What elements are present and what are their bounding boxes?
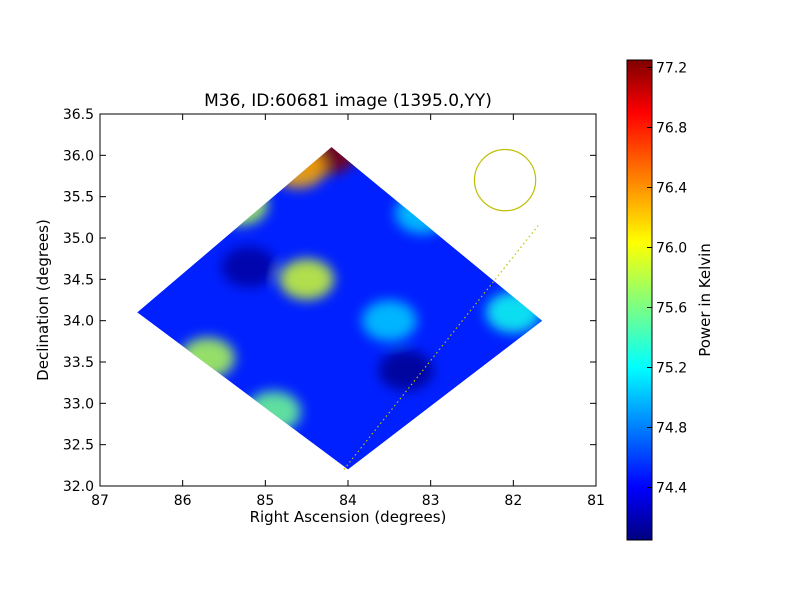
x-tick-label: 84 bbox=[339, 493, 357, 509]
field-base bbox=[137, 147, 543, 470]
y-tick-label: 32.0 bbox=[63, 479, 94, 495]
colorbar-tick-label: 76.4 bbox=[656, 181, 687, 197]
colorbar-tick-label: 74.4 bbox=[656, 481, 687, 497]
field-feature bbox=[362, 300, 417, 342]
y-tick-label: 33.5 bbox=[63, 355, 94, 371]
plot-area: 87 86 85 84 83 82 81 32.032.533.033.534.034.53… bbox=[63, 107, 605, 509]
y-tick-label: 36.5 bbox=[63, 107, 94, 123]
colorbar-gradient bbox=[626, 59, 653, 541]
colorbar-tick-label: 76.8 bbox=[656, 121, 687, 137]
x-tick-label: 83 bbox=[422, 493, 440, 509]
y-tick-label: 35.0 bbox=[63, 231, 94, 247]
colorbar-tick-label: 75.6 bbox=[656, 301, 687, 317]
field-feature bbox=[279, 258, 335, 300]
colorbar-tick-label: 77.2 bbox=[656, 61, 687, 77]
y-axis-label: Declination (degrees) bbox=[34, 219, 52, 381]
x-tick-label: 82 bbox=[504, 493, 522, 509]
x-tick-label: 87 bbox=[91, 493, 109, 509]
y-tick-label: 33.0 bbox=[63, 396, 94, 412]
x-axis: 87 86 85 84 83 82 81 bbox=[91, 114, 605, 509]
colorbar-tick-label: 74.8 bbox=[656, 421, 687, 437]
colorbar-tick-label: 76.0 bbox=[656, 241, 687, 257]
colorbar: 74.4 74.8 75.2 75.6 76.0 76.4 76.8 77.2 Power i… bbox=[626, 59, 714, 541]
beam-circle bbox=[473, 148, 537, 212]
x-axis-label: Right Ascension (degrees) bbox=[250, 508, 447, 526]
y-tick-label: 32.5 bbox=[63, 438, 94, 454]
x-tick-label: 86 bbox=[174, 493, 192, 509]
y-axis: 32.0 32.5 33.0 33.5 34.0 34.5 35.0 35.5 36.0 36.5 bbox=[63, 107, 596, 495]
chart-title: M36, ID:60681 image (1395.0,YY) bbox=[204, 91, 492, 111]
y-tick-label: 34.0 bbox=[63, 314, 94, 330]
colorbar-ticks: 74.4 74.8 75.2 75.6 76.0 76.4 76.8 77.2 bbox=[647, 61, 687, 497]
y-tick-label: 35.5 bbox=[63, 190, 94, 206]
y-tick-label: 36.0 bbox=[63, 148, 94, 164]
colorbar-label: Power in Kelvin bbox=[696, 243, 714, 357]
x-tick-label: 81 bbox=[587, 493, 605, 509]
x-tick-label: 85 bbox=[256, 493, 274, 509]
colorbar-tick-label: 75.2 bbox=[656, 361, 687, 377]
y-tick-label: 34.5 bbox=[63, 272, 94, 288]
field-feature bbox=[221, 246, 277, 288]
field-feature bbox=[378, 349, 434, 391]
